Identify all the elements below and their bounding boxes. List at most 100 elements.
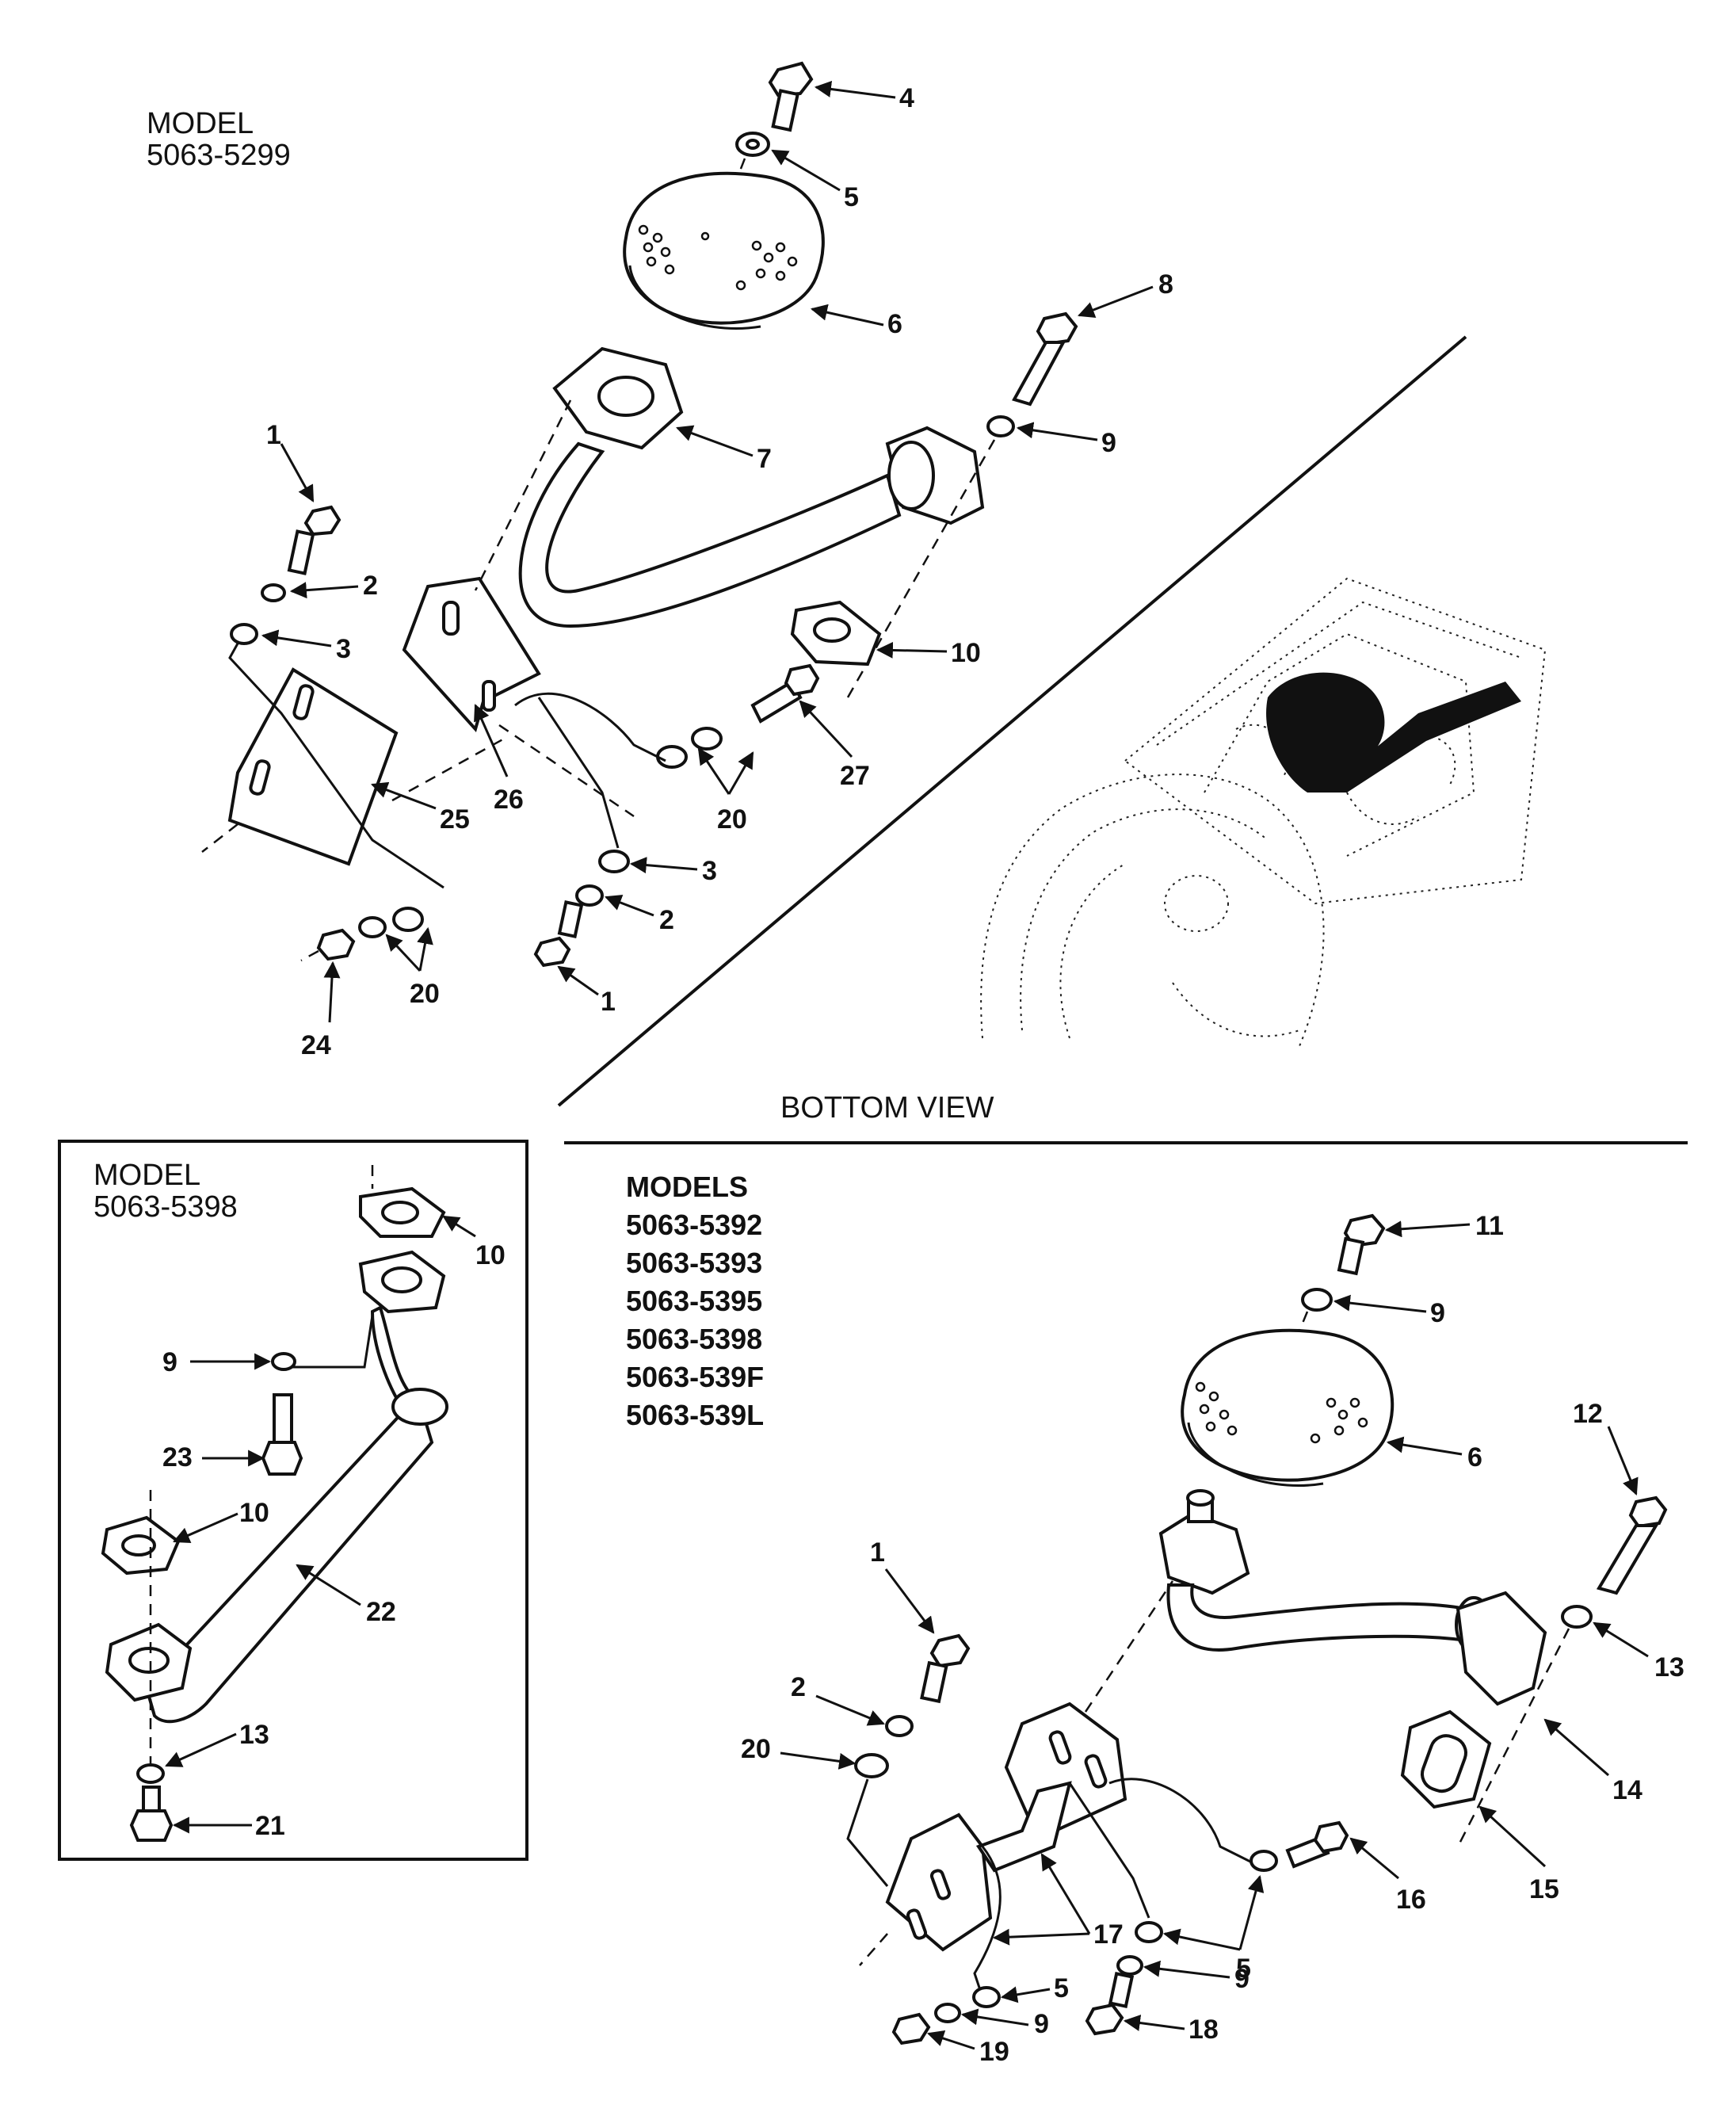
washer-20-br xyxy=(854,1753,889,1778)
bolt-16 xyxy=(1285,1820,1349,1869)
washer-9 xyxy=(986,415,1015,437)
washer-13-box xyxy=(136,1763,165,1784)
bolt-18 xyxy=(1085,1971,1135,2036)
callout-br-19: 19 xyxy=(979,2037,1009,2067)
oil-screen-6-br xyxy=(1181,1328,1395,1487)
model-label-box-line1: MODEL xyxy=(93,1159,200,1192)
bottom-right-assembly xyxy=(846,1213,1668,2045)
models-list: MODELS 5063-5392 5063-5393 5063-5395 506… xyxy=(626,1171,764,1431)
model-box-5063-5398 xyxy=(58,1140,528,1861)
pickup-tube-7 xyxy=(518,346,985,628)
callout-top-3-upper: 3 xyxy=(336,634,351,664)
bottom-view-label: BOTTOM VIEW xyxy=(780,1091,994,1125)
washer-20-left-b xyxy=(392,907,424,932)
callout-br-13: 13 xyxy=(1654,1652,1684,1682)
bolt-1-lower xyxy=(533,899,584,968)
models-list-item: 5063-5395 xyxy=(626,1285,762,1317)
callout-br-9-left: 9 xyxy=(1034,2009,1049,2039)
callout-br-16: 16 xyxy=(1396,1885,1426,1915)
washer-2-upper xyxy=(261,583,286,602)
models-list-item: 5063-5393 xyxy=(626,1247,762,1279)
nut-24 xyxy=(316,928,356,961)
callout-top-2-upper: 2 xyxy=(363,571,378,601)
washer-20-left-a xyxy=(358,916,387,938)
washer-3-lower xyxy=(598,850,630,873)
washer-20-right-a xyxy=(656,745,688,769)
bolt-23 xyxy=(261,1393,303,1476)
engine-bottom-view xyxy=(980,577,1547,1047)
gasket-10 xyxy=(790,600,882,667)
callout-br-18: 18 xyxy=(1188,2015,1219,2045)
callout-br-5-right: 5 xyxy=(1236,1954,1251,1984)
callout-top-10: 10 xyxy=(951,638,981,668)
pickup-tube-22 xyxy=(144,1305,434,1724)
model-label-box: MODEL 5063-5398 xyxy=(93,1159,238,1224)
bolt-1-upper xyxy=(287,505,341,575)
callout-br-1: 1 xyxy=(870,1537,885,1568)
bracket-26 xyxy=(402,576,541,733)
callout-br-6: 6 xyxy=(1467,1442,1482,1472)
callout-br-9: 9 xyxy=(1430,1298,1445,1328)
model-label-box-line2: 5063-5398 xyxy=(93,1190,238,1224)
bracket-17 xyxy=(859,1580,1174,1966)
callout-top-3-lower: 3 xyxy=(702,856,717,886)
washer-2-br xyxy=(885,1715,914,1737)
callout-top-5: 5 xyxy=(844,182,859,212)
callout-br-5-left: 5 xyxy=(1054,1973,1069,2003)
washer-13-br xyxy=(1561,1605,1593,1629)
gasket-15 xyxy=(1400,1709,1492,1809)
callout-top-20-left: 20 xyxy=(410,979,440,1009)
model-label-top-line1: MODEL xyxy=(147,107,254,140)
washer-5-br-right xyxy=(1250,1850,1278,1872)
washer-5-br-left xyxy=(972,1986,1001,2008)
callout-box-21: 21 xyxy=(255,1811,285,1841)
model-label-top: MODEL 5063-5299 xyxy=(147,107,291,172)
callout-br-20: 20 xyxy=(741,1734,771,1764)
bolt-4 xyxy=(768,61,814,132)
top-assembly xyxy=(201,61,1078,968)
callout-br-15: 15 xyxy=(1529,1874,1559,1904)
bolt-27 xyxy=(750,663,820,724)
callout-br-12: 12 xyxy=(1573,1399,1603,1429)
callout-box-10-top: 10 xyxy=(475,1240,506,1270)
washer-20-right-b xyxy=(691,727,723,751)
models-list-item: 5063-539F xyxy=(626,1361,764,1393)
callout-br-9-mid: 9 xyxy=(1234,1964,1250,1994)
models-list-title: MODELS xyxy=(626,1171,748,1203)
washer-2-lower xyxy=(575,884,604,907)
callout-top-4: 4 xyxy=(899,83,914,113)
callout-top-20-right: 20 xyxy=(717,804,747,835)
callouts-bottom: 11 9 6 12 1 13 2 20 14 15 16 17 5 9 5 9 … xyxy=(741,1211,1684,2067)
callout-top-25: 25 xyxy=(440,804,470,835)
callout-box-22: 22 xyxy=(366,1597,396,1627)
callout-top-24: 24 xyxy=(301,1030,331,1060)
highlighted-pickup xyxy=(1266,672,1521,793)
callouts-box: 10 9 23 10 22 13 21 xyxy=(162,1215,506,1841)
models-list-item: 5063-539L xyxy=(626,1399,764,1431)
bolt-21 xyxy=(129,1786,174,1842)
callout-top-8: 8 xyxy=(1158,269,1173,300)
callout-br-17: 17 xyxy=(1093,1919,1124,1950)
washer-9-br xyxy=(1301,1288,1333,1312)
model-label-top-line2: 5063-5299 xyxy=(147,139,291,172)
bracket-25 xyxy=(201,667,399,866)
callout-top-2-lower: 2 xyxy=(659,905,674,935)
callouts-top: 4 5 6 8 7 9 1 2 3 10 27 20 25 26 3 2 xyxy=(261,81,1173,1060)
models-list-item: 5063-5398 xyxy=(626,1323,762,1355)
callout-box-9: 9 xyxy=(162,1347,177,1377)
bolt-12 xyxy=(1596,1495,1668,1595)
callout-top-26: 26 xyxy=(494,785,524,815)
bolt-1-br xyxy=(920,1633,971,1704)
callout-top-9: 9 xyxy=(1101,428,1116,458)
callout-br-2: 2 xyxy=(791,1672,806,1702)
bolt-8 xyxy=(1012,311,1078,407)
callout-br-14: 14 xyxy=(1612,1775,1643,1805)
callout-top-6: 6 xyxy=(887,309,902,339)
washer-5-br-mid xyxy=(1135,1921,1163,1943)
callout-top-7: 7 xyxy=(757,444,772,474)
nut-19 xyxy=(891,2012,931,2045)
pickup-tube-br xyxy=(1158,1489,1547,1706)
callout-top-1-upper: 1 xyxy=(266,420,281,450)
